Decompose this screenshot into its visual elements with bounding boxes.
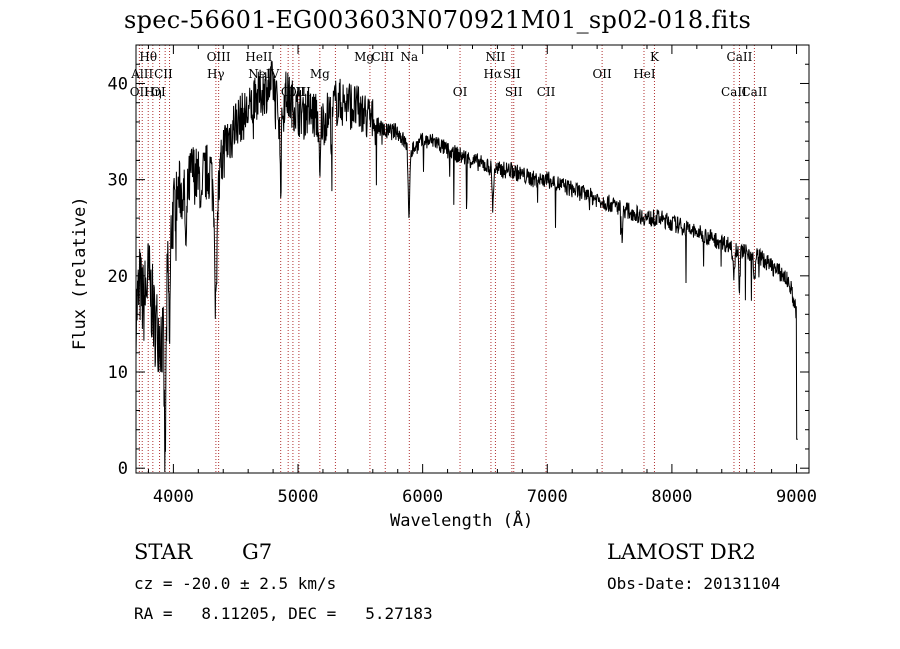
spectral-line-label: Mg (310, 67, 330, 81)
spectral-line-label: NeIV (248, 67, 279, 81)
spectral-line-label: Hη (144, 85, 162, 99)
y-axis-label: Flux (relative) (70, 196, 90, 350)
spectral-line-label: CaII (721, 85, 747, 99)
spectral-line-label: CaII (741, 85, 767, 99)
spectral-line-label: NII (485, 50, 505, 64)
spectral-line-label: CII (154, 67, 173, 81)
y-tick-label: 20 (108, 267, 128, 287)
spectral-line-label: Hα (484, 67, 503, 81)
x-tick-label: 9000 (776, 487, 817, 507)
spectral-line-label: OII (130, 85, 150, 99)
spectral-line-label: HeI (633, 67, 656, 81)
spectral-line-label: OII (592, 67, 612, 81)
spectral-line-label: OI (151, 85, 166, 99)
spectral-line-label: Hθ (139, 50, 157, 64)
spectral-line-label: ClII (372, 50, 395, 64)
x-tick-label: 7000 (527, 487, 568, 507)
survey-name: LAMOST DR2 (607, 540, 756, 564)
x-tick-label: 5000 (278, 487, 319, 507)
chart-title: spec-56601-EG003603N070921M01_sp02-018.f… (124, 6, 752, 34)
spectral-line-label: Na (400, 50, 418, 64)
x-tick-label: 6000 (402, 487, 443, 507)
redshift-cz: cz = -20.0 ± 2.5 km/s (134, 574, 337, 593)
spectral-line-label: OIII (287, 85, 311, 99)
spectrum-line (135, 61, 798, 473)
y-tick-label: 0 (118, 459, 128, 479)
y-tick-label: 30 (108, 171, 128, 191)
spectral-line-label: CII (537, 85, 556, 99)
line-marker-layer (138, 45, 755, 473)
axis-layer: 4000 5000 6000 7000 8000 9000 0 10 20 30 40 (108, 44, 817, 507)
ra-dec-coords: RA = 8.11205, DEC = 5.27183 (134, 604, 433, 623)
line-label-layer: HθAlIIOIIHηOICIIOIIIHγHeIINeIVOIIIOIIIMg… (130, 50, 768, 99)
spectral-line-label: CaII (727, 50, 753, 64)
observation-date: Obs-Date: 20131104 (607, 574, 781, 593)
x-axis-label: Wavelength (Å) (390, 511, 534, 531)
spectral-line-label: SII (505, 85, 523, 99)
spectral-line-label: SII (503, 67, 521, 81)
x-tick-label: 8000 (651, 487, 692, 507)
spectral-line-label: OIII (207, 50, 231, 64)
plot-frame (135, 44, 810, 474)
object-class: STAR (134, 540, 193, 564)
spectral-line-label: K (650, 50, 660, 64)
object-subclass: G7 (242, 540, 273, 564)
spectral-line-label: Mg (354, 50, 374, 64)
spectrum-layer (135, 61, 798, 473)
y-tick-label: 10 (108, 363, 128, 383)
spectral-line-label: Hγ (207, 67, 225, 81)
spectral-line-label: OIII (281, 85, 305, 99)
y-tick-label: 40 (108, 74, 128, 94)
spectral-line-label: HeII (245, 50, 272, 64)
spectral-line-label: AlII (130, 67, 153, 81)
x-tick-label: 4000 (153, 487, 194, 507)
spectral-line-label: OI (453, 85, 468, 99)
